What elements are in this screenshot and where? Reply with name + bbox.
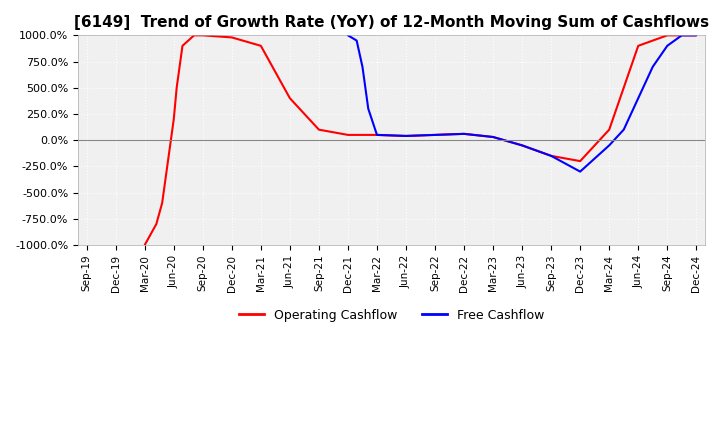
Operating Cashflow xyxy=(178,43,186,48)
Operating Cashflow xyxy=(175,64,184,70)
Operating Cashflow xyxy=(140,242,149,248)
Operating Cashflow xyxy=(169,117,178,122)
Operating Cashflow xyxy=(286,95,294,101)
Operating Cashflow xyxy=(460,131,469,136)
Free Cashflow xyxy=(358,64,366,70)
Free Cashflow xyxy=(431,132,439,138)
Operating Cashflow xyxy=(228,35,236,40)
Operating Cashflow xyxy=(634,43,642,48)
Free Cashflow xyxy=(619,127,628,132)
Operating Cashflow xyxy=(172,85,181,90)
Free Cashflow xyxy=(460,131,469,136)
Operating Cashflow xyxy=(315,127,323,132)
Operating Cashflow xyxy=(518,143,526,148)
Operating Cashflow xyxy=(152,221,161,227)
Free Cashflow xyxy=(546,153,555,158)
Operating Cashflow xyxy=(199,33,207,38)
Free Cashflow xyxy=(364,106,372,111)
Operating Cashflow xyxy=(605,127,613,132)
Operating Cashflow xyxy=(256,43,265,48)
Operating Cashflow xyxy=(343,132,352,138)
Free Cashflow xyxy=(352,38,361,43)
Line: Free Cashflow: Free Cashflow xyxy=(348,35,696,172)
Free Cashflow xyxy=(518,143,526,148)
Free Cashflow xyxy=(343,33,352,38)
Free Cashflow xyxy=(576,169,585,174)
Operating Cashflow xyxy=(184,38,193,43)
Operating Cashflow xyxy=(431,132,439,138)
Operating Cashflow xyxy=(692,33,701,38)
Legend: Operating Cashflow, Free Cashflow: Operating Cashflow, Free Cashflow xyxy=(233,304,549,327)
Operating Cashflow xyxy=(576,158,585,164)
Title: [6149]  Trend of Growth Rate (YoY) of 12-Month Moving Sum of Cashflows: [6149] Trend of Growth Rate (YoY) of 12-… xyxy=(74,15,709,30)
Line: Operating Cashflow: Operating Cashflow xyxy=(145,35,696,245)
Free Cashflow xyxy=(489,134,498,139)
Free Cashflow xyxy=(678,33,686,38)
Operating Cashflow xyxy=(546,153,555,158)
Operating Cashflow xyxy=(158,200,166,205)
Free Cashflow xyxy=(402,133,410,139)
Operating Cashflow xyxy=(190,33,199,38)
Operating Cashflow xyxy=(373,132,382,138)
Free Cashflow xyxy=(692,33,701,38)
Free Cashflow xyxy=(373,132,382,138)
Free Cashflow xyxy=(634,95,642,101)
Operating Cashflow xyxy=(402,133,410,139)
Operating Cashflow xyxy=(489,134,498,139)
Operating Cashflow xyxy=(163,158,172,164)
Free Cashflow xyxy=(605,143,613,148)
Free Cashflow xyxy=(663,43,672,48)
Free Cashflow xyxy=(649,64,657,70)
Operating Cashflow xyxy=(663,33,672,38)
